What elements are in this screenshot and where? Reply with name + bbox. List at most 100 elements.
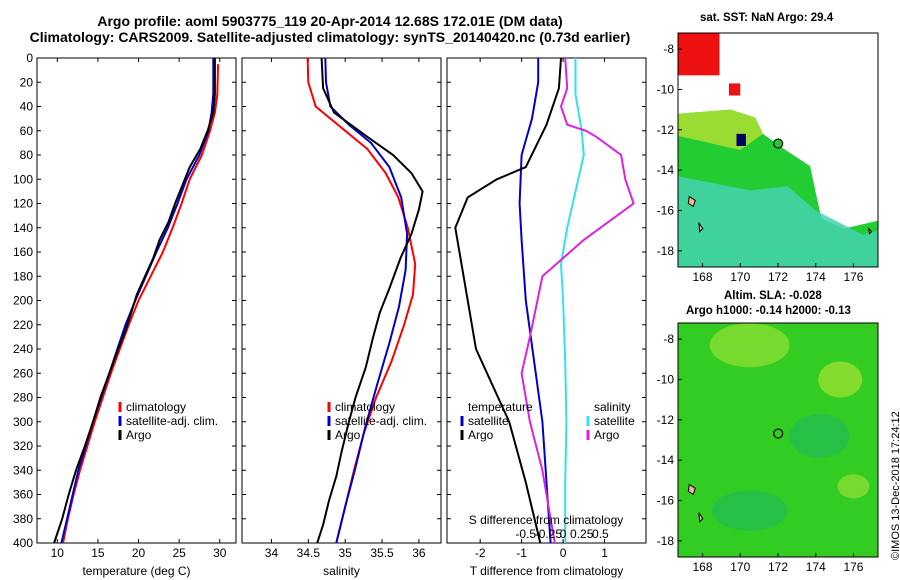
y-tick-label: 240 [13, 342, 33, 356]
legend-title-salinity: salinity [594, 400, 631, 414]
sla-low-sla_map [711, 490, 788, 531]
y-tick-label: 100 [13, 172, 33, 186]
series-line-temperature-0 [62, 64, 220, 544]
sst-hot-patch-sst_map [728, 83, 741, 96]
map-y-tick-label-sst_map: -18 [657, 244, 675, 258]
x-axis-label-salinity: salinity [323, 564, 360, 578]
legend-label-temperature: satellite-adj. clim. [126, 414, 218, 428]
series-line-salinity-2 [316, 57, 424, 544]
map-x-tick-label-sst_map: 176 [843, 270, 863, 284]
y-tick-label: 320 [13, 439, 33, 453]
map-y-tick-label-sla_map: -10 [657, 372, 675, 386]
argo-marker-sla_map [773, 428, 784, 439]
top-tick-label-difference: 0.25 [570, 527, 594, 541]
y-tick-label: 280 [13, 391, 33, 405]
plot-frame-salinity [241, 57, 442, 544]
x-axis-label-temperature: temperature (deg C) [82, 564, 190, 578]
x-tick-label-difference: -2 [475, 546, 486, 560]
x-tick-label-salinity: 35.5 [370, 546, 394, 560]
y-tick-label: 200 [13, 294, 33, 308]
x-tick-label-temperature: 30 [213, 546, 227, 560]
y-tick-label: 260 [13, 366, 33, 380]
legend-label-salinity: satellite-adj. clim. [335, 414, 427, 428]
map-x-tick-label-sla_map: 168 [693, 560, 713, 574]
map-y-tick-label-sst_map: -12 [657, 123, 675, 137]
x-tick-label-difference: 1 [601, 546, 608, 560]
y-tick-label: 0 [26, 51, 33, 65]
y-tick-label: 160 [13, 245, 33, 259]
sla-map-subtitle: Argo h1000: -0.14 h2000: -0.13 [686, 305, 851, 317]
plot-frame-difference [446, 57, 647, 544]
map-x-tick-label-sla_map: 174 [806, 560, 826, 574]
series-line-difference-0 [518, 58, 552, 544]
legend-label-temperature: Argo [126, 428, 152, 442]
map-y-tick-label-sst_map: -10 [657, 82, 675, 96]
sla-islands-sla_map [687, 483, 704, 523]
plot-frame-temperature [36, 57, 237, 544]
series-line-temperature-2 [53, 58, 216, 544]
map-y-tick-label-sst_map: -8 [663, 42, 674, 56]
sst-map-title: sat. SST: NaN Argo: 29.4 [700, 12, 834, 24]
y-tick-label: 140 [13, 221, 33, 235]
x-tick-label-temperature: 25 [172, 546, 186, 560]
legend-label-salinity: Argo [335, 428, 361, 442]
y-tick-label: 120 [13, 197, 33, 211]
x-tick-label-difference: 0 [560, 546, 567, 560]
legend-label-difference: Argo [594, 428, 620, 442]
legend-label-difference: satellite [468, 414, 509, 428]
map-y-tick-label-sla_map: -8 [663, 332, 674, 346]
map-y-tick-label-sst_map: -16 [657, 204, 675, 218]
map-x-tick-label-sla_map: 176 [843, 560, 863, 574]
y-tick-label: 20 [20, 75, 34, 89]
sst-hot-patch-sst_map [678, 33, 720, 76]
x-tick-label-temperature: 10 [51, 546, 65, 560]
y-tick-label: 220 [13, 318, 33, 332]
y-tick-label: 60 [20, 124, 34, 138]
top-tick-label-difference: -0.25 [535, 527, 563, 541]
x-tick-label-difference: -1 [516, 546, 527, 560]
top-tick-label-difference: 0.5 [592, 527, 609, 541]
map-x-tick-label-sla_map: 172 [768, 560, 788, 574]
legend-label-salinity: climatology [335, 400, 395, 414]
legend-label-temperature: climatology [126, 400, 186, 414]
map-y-tick-label-sla_map: -16 [657, 494, 675, 508]
series-line-difference-1 [454, 57, 562, 544]
sst-cool-band-sst_map [678, 176, 878, 267]
series-line-difference-3 [520, 57, 635, 544]
sla-high-sla_map [818, 361, 863, 398]
sla-high-sla_map [709, 323, 790, 368]
top-tick-label-difference: 0 [560, 527, 567, 541]
map-x-tick-label-sst_map: 168 [693, 270, 713, 284]
map-y-tick-label-sla_map: -14 [657, 453, 675, 467]
y-tick-label: 340 [13, 463, 33, 477]
legend-title-temperature: temperature [468, 400, 533, 414]
sla-high-sla_map [837, 474, 870, 499]
figure-title-line1: Argo profile: aoml 5903775_119 20-Apr-20… [97, 13, 563, 29]
y-tick-label: 380 [13, 512, 33, 526]
top-axis-label-difference: S difference from climatology [469, 513, 624, 527]
series-line-difference-2 [559, 58, 585, 543]
sla-map-title: Altim. SLA: -0.028 [724, 290, 822, 302]
y-tick-label: 400 [13, 536, 33, 550]
sla-low-sla_map [789, 413, 850, 458]
x-tick-label-salinity: 36 [412, 546, 426, 560]
map-x-tick-label-sst_map: 172 [768, 270, 788, 284]
sst-cold-pixel-sst_map [736, 133, 746, 146]
argo-marker-sst_map [773, 138, 784, 149]
top-tick-label-difference: -0.5 [515, 527, 536, 541]
map-x-tick-label-sst_map: 170 [730, 270, 750, 284]
legend-label-difference: satellite [594, 414, 635, 428]
map-y-tick-label-sla_map: -18 [657, 534, 675, 548]
x-tick-label-salinity: 34.5 [297, 546, 321, 560]
x-tick-label-salinity: 34 [265, 546, 279, 560]
y-tick-label: 80 [20, 148, 34, 162]
y-tick-label: 40 [20, 100, 34, 114]
map-x-tick-label-sla_map: 170 [730, 560, 750, 574]
x-tick-label-temperature: 20 [132, 546, 146, 560]
y-tick-label: 180 [13, 269, 33, 283]
map-y-tick-label-sst_map: -14 [657, 163, 675, 177]
map-y-tick-label-sla_map: -12 [657, 413, 675, 427]
x-tick-label-salinity: 35 [339, 546, 353, 560]
sst-islands-sst_map [687, 195, 873, 235]
